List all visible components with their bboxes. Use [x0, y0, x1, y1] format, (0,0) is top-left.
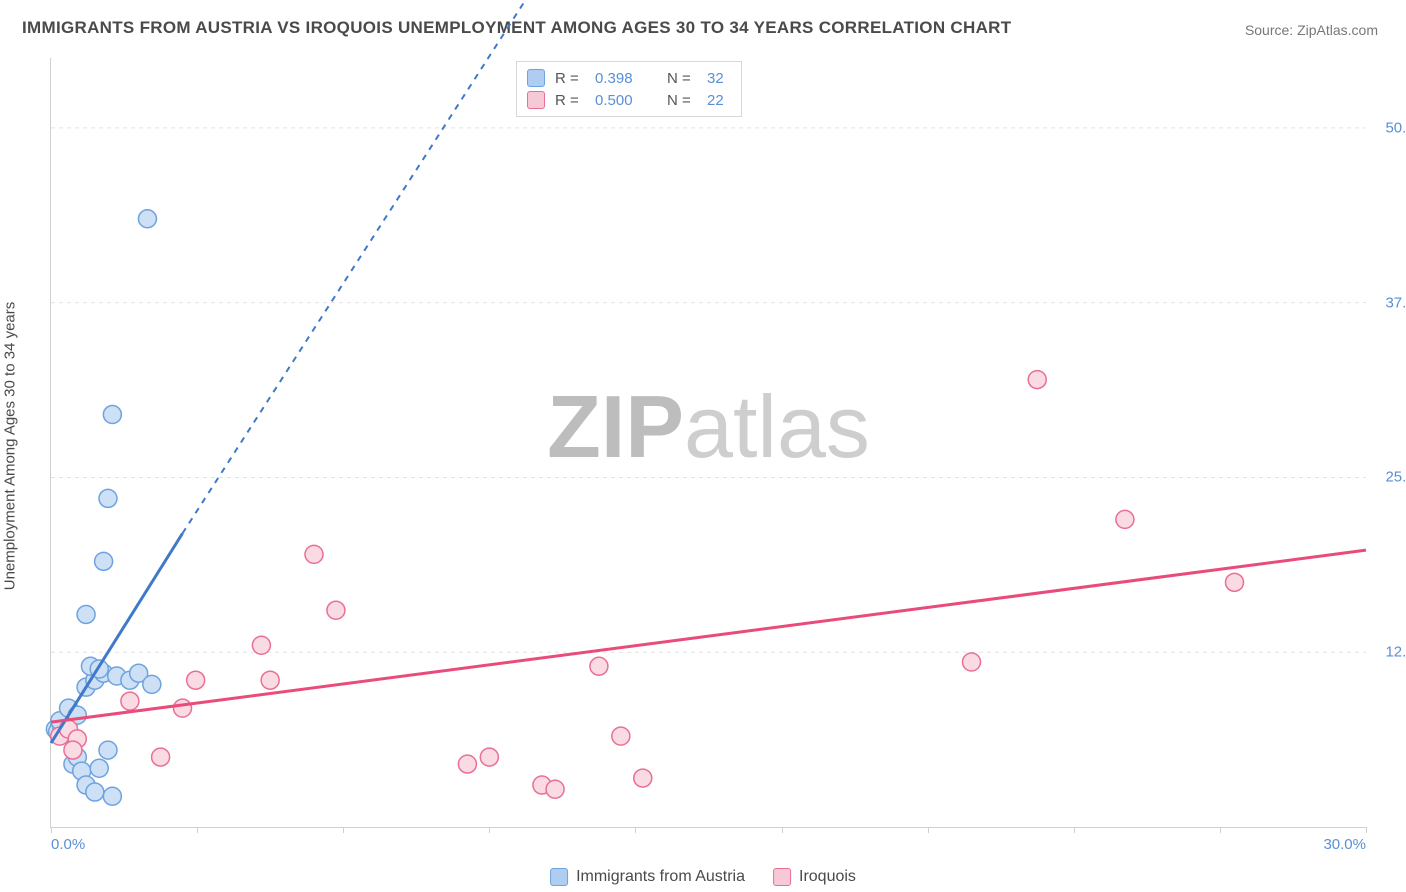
y-axis-label: Unemployment Among Ages 30 to 34 years [2, 302, 19, 591]
scatter-point [327, 601, 345, 619]
scatter-point [103, 406, 121, 424]
x-tick-label: 30.0% [1323, 836, 1366, 853]
plot-area: R = 0.398 N = 32 R = 0.500 N = 22 ZIPatl… [50, 58, 1366, 828]
scatter-point [612, 727, 630, 745]
source-prefix: Source: [1245, 22, 1297, 38]
legend-n-value-a: 32 [707, 70, 731, 87]
legend-row-series-a: R = 0.398 N = 32 [527, 67, 731, 89]
legend-r-label-a: R = [555, 70, 585, 87]
scatter-point [261, 671, 279, 689]
scatter-point [963, 653, 981, 671]
trend-line [51, 550, 1366, 722]
scatter-point [64, 741, 82, 759]
scatter-point [546, 780, 564, 798]
scatter-point [1226, 573, 1244, 591]
scatter-point [634, 769, 652, 787]
chart-title: IMMIGRANTS FROM AUSTRIA VS IROQUOIS UNEM… [22, 18, 1011, 38]
chart-svg [51, 58, 1366, 827]
scatter-point [143, 675, 161, 693]
swatch-series-a [527, 69, 545, 87]
scatter-point [1028, 371, 1046, 389]
scatter-point [187, 671, 205, 689]
legend-correlation-box: R = 0.398 N = 32 R = 0.500 N = 22 [516, 61, 742, 117]
scatter-point [86, 783, 104, 801]
y-tick-label: 25.0% [1385, 469, 1406, 486]
swatch-series-b [527, 91, 545, 109]
legend-item-series-a: Immigrants from Austria [550, 868, 745, 886]
legend-n-label-b: N = [667, 92, 697, 109]
scatter-point [1116, 510, 1134, 528]
legend-n-value-b: 22 [707, 92, 731, 109]
scatter-point [305, 545, 323, 563]
legend-r-value-b: 0.500 [595, 92, 657, 109]
legend-n-label-a: N = [667, 70, 697, 87]
x-tick-label: 0.0% [51, 836, 85, 853]
legend-row-series-b: R = 0.500 N = 22 [527, 89, 731, 111]
scatter-point [95, 552, 113, 570]
scatter-point [138, 210, 156, 228]
scatter-point [252, 636, 270, 654]
legend-label-a: Immigrants from Austria [576, 868, 745, 886]
scatter-point [90, 759, 108, 777]
scatter-point [480, 748, 498, 766]
source-link[interactable]: ZipAtlas.com [1297, 22, 1378, 38]
scatter-point [152, 748, 170, 766]
trend-line [51, 533, 183, 743]
source-attribution: Source: ZipAtlas.com [1245, 22, 1378, 38]
legend-r-value-a: 0.398 [595, 70, 657, 87]
swatch-bottom-b [773, 868, 791, 886]
scatter-point [99, 741, 117, 759]
scatter-point [121, 692, 139, 710]
trend-line-extrapolated [183, 0, 534, 533]
scatter-point [458, 755, 476, 773]
legend-label-b: Iroquois [799, 868, 856, 886]
y-tick-label: 50.0% [1385, 119, 1406, 136]
swatch-bottom-a [550, 868, 568, 886]
scatter-point [99, 489, 117, 507]
scatter-point [103, 787, 121, 805]
y-tick-label: 12.5% [1385, 644, 1406, 661]
scatter-point [590, 657, 608, 675]
y-tick-label: 37.5% [1385, 294, 1406, 311]
legend-r-label-b: R = [555, 92, 585, 109]
legend-item-series-b: Iroquois [773, 868, 856, 886]
scatter-point [174, 699, 192, 717]
legend-bottom: Immigrants from Austria Iroquois [550, 868, 856, 886]
scatter-point [77, 605, 95, 623]
